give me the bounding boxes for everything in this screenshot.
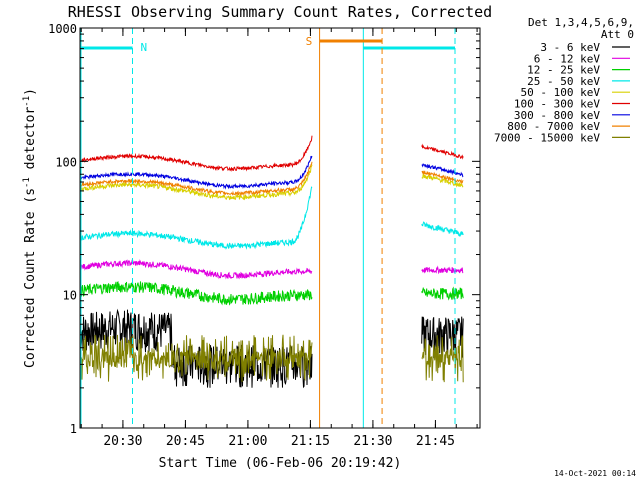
saa-label: S bbox=[306, 35, 313, 48]
series-line bbox=[421, 172, 464, 188]
series-line bbox=[79, 281, 313, 306]
legend-label: 100 - 300 keV bbox=[514, 98, 600, 111]
x-axis-label: Start Time (06-Feb-06 20:19:42) bbox=[159, 456, 402, 471]
legend-label: 50 - 100 keV bbox=[521, 86, 601, 99]
series-line bbox=[421, 286, 464, 301]
legend-header-line-2: Att 0 bbox=[601, 28, 634, 41]
x-tick-label: 21:30 bbox=[353, 434, 392, 449]
series-line bbox=[79, 186, 313, 250]
x-tick-label: 20:30 bbox=[103, 434, 142, 449]
legend-header-line-1: Det 1,3,4,5,6,9, bbox=[528, 16, 634, 29]
series-line bbox=[79, 155, 313, 190]
y-tick-label: 1 bbox=[70, 422, 77, 436]
legend-label: 25 - 50 keV bbox=[527, 75, 600, 88]
series-layer bbox=[79, 135, 464, 389]
series-line bbox=[79, 164, 313, 201]
series-line bbox=[421, 143, 464, 160]
legend-label: 12 - 25 keV bbox=[527, 64, 600, 77]
series-line bbox=[421, 335, 464, 383]
legend-label: 800 - 7000 keV bbox=[507, 120, 600, 133]
series-line bbox=[79, 135, 313, 173]
series-line bbox=[421, 163, 464, 178]
y-tick-label: 1000 bbox=[48, 22, 77, 36]
legend-label: 300 - 800 keV bbox=[514, 109, 600, 122]
y-tick-label: 10 bbox=[63, 289, 77, 303]
series-line bbox=[79, 161, 313, 197]
axis-layer: 1 10 100 1000 20:30 20:45 21:00 21:15 21:30 21:45 bbox=[48, 22, 480, 449]
footer-date: 14-Oct-2021 00:14 bbox=[554, 469, 636, 478]
y-axis-label: Corrected Count Rate (s-1 detector-1) bbox=[22, 88, 38, 368]
legend-label: 3 - 6 keV bbox=[540, 41, 600, 54]
chart-title: RHESSI Observing Summary Count Rates, Co… bbox=[68, 3, 492, 21]
series-line bbox=[79, 259, 313, 280]
x-tick-label: 21:00 bbox=[228, 434, 267, 449]
legend-label: 7000 - 15000 keV bbox=[494, 131, 600, 144]
night-label: N bbox=[141, 41, 148, 54]
x-tick-label: 21:15 bbox=[291, 434, 330, 449]
plot-frame bbox=[79, 27, 481, 429]
y-tick-label: 100 bbox=[55, 155, 77, 169]
series-line bbox=[421, 265, 464, 275]
x-tick-label: 20:45 bbox=[166, 434, 205, 449]
legend-label: 6 - 12 keV bbox=[534, 52, 601, 65]
series-line bbox=[421, 221, 464, 237]
series-line bbox=[421, 170, 464, 185]
series-line bbox=[79, 334, 313, 383]
x-tick-label: 21:45 bbox=[416, 434, 455, 449]
